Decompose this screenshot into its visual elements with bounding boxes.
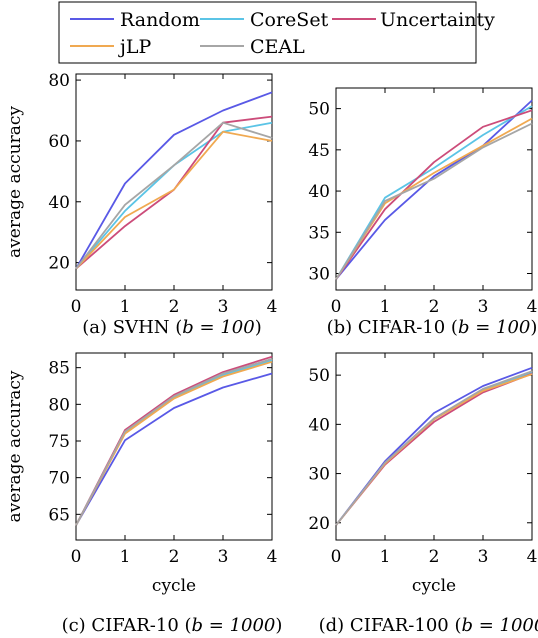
y-tick-label: 75: [48, 432, 70, 452]
chart-panel-1: 30 35 40 45 50 0 1 2 3 4(b) CIFAR-10 (b = 100): [308, 87, 538, 338]
y-tick-label: 60: [48, 132, 70, 152]
y-tick-label: 80: [48, 395, 70, 415]
y-tick-label: 85: [48, 359, 70, 379]
y-tick-label: 50: [308, 366, 330, 386]
series-line-ceal: [335, 370, 533, 526]
x-tick-label: 3: [218, 547, 229, 567]
series-line-jlp: [335, 117, 533, 280]
legend-label-0: Random: [120, 9, 200, 31]
y-tick-label: 40: [48, 193, 70, 213]
chart-panel-0: 20 40 60 80 0 1 2 3 4 average accuracy (a) SVHN (b…: [5, 71, 277, 338]
series-line-uncertainty: [335, 109, 533, 280]
y-tick-label: 70: [48, 469, 70, 489]
legend-entry-2: Uncertainty: [332, 9, 495, 31]
y-tick-label: 50: [308, 100, 330, 120]
series-line-uncertainty: [335, 372, 533, 526]
plot-frame: [335, 87, 533, 291]
caption: (d) CIFAR-100 (b = 1000: [319, 615, 538, 636]
x-tick-label: 0: [331, 297, 342, 317]
series-line-ceal: [335, 122, 533, 280]
chart-panel-2: 65 70 75 80 85 0 1 2 3 4 average accuracy cycle (c) …: [5, 352, 283, 636]
legend-label-2: Uncertainty: [380, 9, 495, 31]
caption: (a) SVHN (b = 100): [82, 317, 261, 338]
legend-label-3: jLP: [118, 36, 152, 58]
x-tick-label: 1: [380, 297, 391, 317]
legend-entry-1: CoreSet: [200, 9, 329, 31]
y-tick-label: 30: [308, 265, 330, 285]
legend-entry-4: CEAL: [200, 36, 305, 58]
series-line-random: [75, 372, 273, 526]
x-tick-label: 4: [527, 547, 538, 567]
series-line-coreset: [75, 359, 273, 526]
y-tick-label: 80: [48, 71, 70, 91]
x-tick-label: 1: [120, 547, 131, 567]
caption: (b) CIFAR-10 (b = 100): [327, 317, 538, 338]
series-line-random: [75, 91, 273, 270]
x-axis-label: cycle: [412, 576, 456, 596]
x-tick-label: 0: [331, 547, 342, 567]
y-axis-label: average accuracy: [5, 106, 25, 258]
series-line-jlp: [75, 130, 273, 270]
series-line-coreset: [335, 105, 533, 280]
x-tick-label: 4: [267, 297, 278, 317]
x-tick-label: 3: [478, 297, 489, 317]
x-tick-label: 1: [120, 297, 131, 317]
series-line-coreset: [335, 371, 533, 526]
series-line-random: [335, 366, 533, 526]
x-tick-label: 2: [429, 297, 440, 317]
x-axis-label: cycle: [152, 576, 196, 596]
chart-panel-3: 20 30 40 50 0 1 2 3 4 cycle (d) CIFAR-100 (b = 100…: [308, 352, 538, 636]
legend-frame: [58, 1, 477, 64]
legend-label-1: CoreSet: [250, 9, 329, 31]
x-tick-label: 0: [71, 297, 82, 317]
x-tick-label: 3: [218, 297, 229, 317]
y-tick-label: 65: [48, 505, 70, 525]
x-tick-label: 2: [169, 297, 180, 317]
series-line-uncertainty: [75, 115, 273, 270]
y-tick-label: 35: [308, 223, 330, 243]
y-tick-label: 20: [308, 514, 330, 534]
x-tick-label: 1: [380, 547, 391, 567]
x-tick-label: 2: [429, 547, 440, 567]
legend-entry-0: Random: [70, 9, 200, 31]
y-tick-label: 45: [308, 141, 330, 161]
y-tick-label: 40: [308, 182, 330, 202]
series-line-random: [335, 99, 533, 280]
legend-label-4: CEAL: [250, 36, 305, 58]
x-tick-label: 4: [527, 297, 538, 317]
x-tick-label: 4: [267, 547, 278, 567]
x-tick-label: 2: [169, 547, 180, 567]
x-tick-label: 3: [478, 547, 489, 567]
x-tick-label: 0: [71, 547, 82, 567]
legend-entry-3: jLP: [70, 36, 152, 58]
series-line-jlp: [335, 373, 533, 526]
y-tick-label: 20: [48, 254, 70, 274]
caption: (c) CIFAR-10 (b = 1000): [62, 615, 283, 636]
plot-frame: [75, 73, 273, 291]
series-line-ceal: [75, 358, 273, 526]
y-tick-label: 30: [308, 465, 330, 485]
series-line-jlp: [75, 360, 273, 526]
series-line-ceal: [75, 121, 273, 270]
series-line-coreset: [75, 121, 273, 270]
y-tick-label: 40: [308, 415, 330, 435]
legend: Random CoreSet Uncertainty jLP CEAL: [58, 1, 495, 64]
y-axis-label: average accuracy: [5, 370, 25, 522]
